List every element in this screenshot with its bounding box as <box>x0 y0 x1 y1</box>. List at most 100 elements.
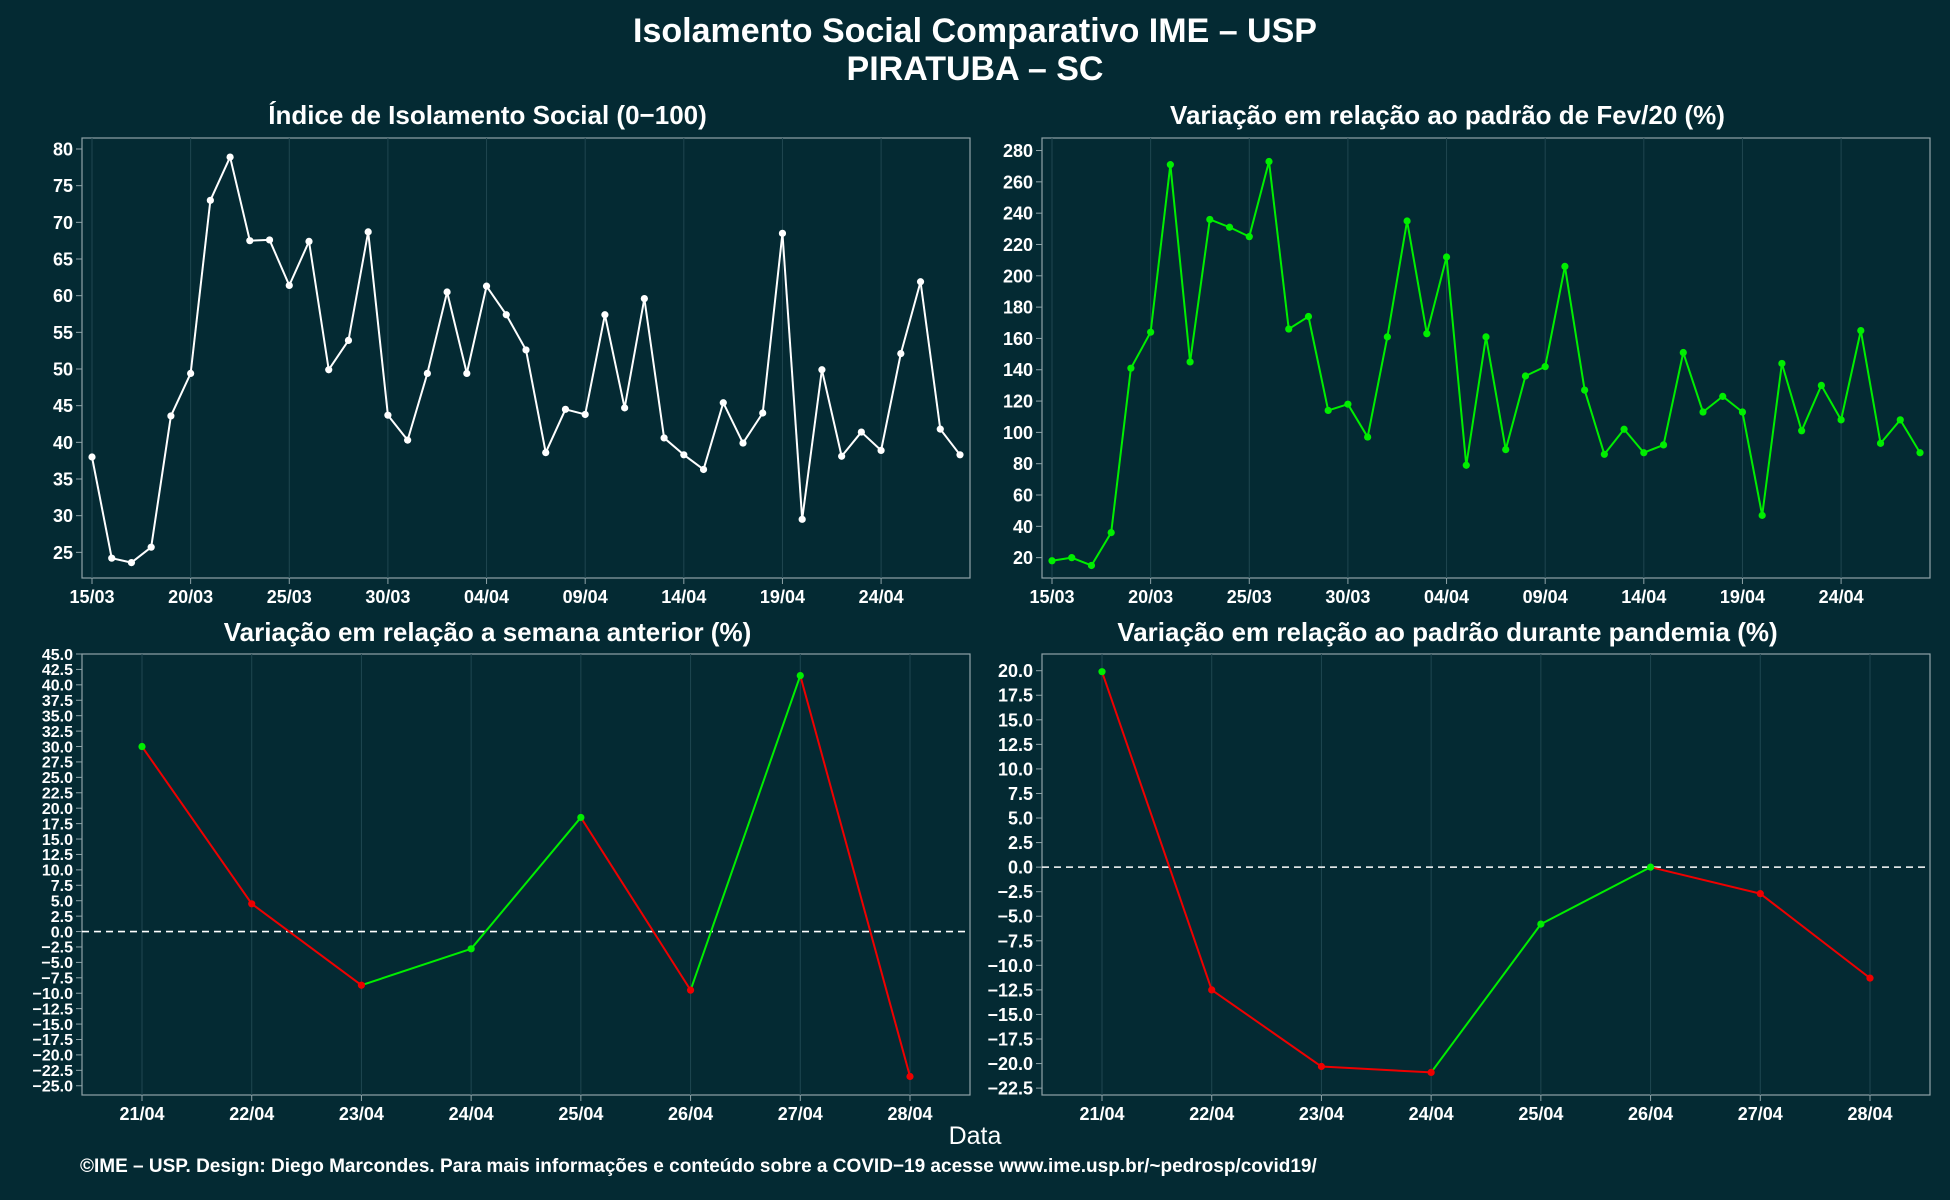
y-tick-label: 27.5 <box>42 755 73 772</box>
x-tick-label: 24/04 <box>1819 587 1864 607</box>
series-segment <box>1702 395 1724 413</box>
y-tick-label: 45.0 <box>42 647 73 664</box>
y-tick-label: 10.0 <box>998 759 1033 779</box>
data-point <box>1442 253 1451 261</box>
data-point <box>1206 215 1214 224</box>
y-tick-label: 240 <box>1003 204 1033 224</box>
data-point <box>357 981 366 989</box>
data-point <box>1581 386 1589 394</box>
series-segment <box>485 285 508 316</box>
x-axis-label: Data <box>948 1122 1002 1150</box>
data-point <box>206 196 214 204</box>
data-point <box>1502 446 1510 454</box>
series-segment <box>1430 923 1542 1074</box>
panel-variation-feb: Variação em relação ao padrão de Fev/20 … <box>960 100 1935 620</box>
series-segment <box>584 314 606 415</box>
x-tick-label: 22/04 <box>1189 1104 1234 1124</box>
x-tick-label: 20/03 <box>1128 587 1173 607</box>
y-tick-label: 260 <box>1003 172 1033 192</box>
series-segment <box>387 414 409 441</box>
series-segment <box>880 353 902 451</box>
series-segment <box>1780 363 1803 432</box>
series-segment <box>1800 385 1823 432</box>
series-segment <box>1540 866 1652 925</box>
data-point <box>1423 330 1431 338</box>
series-segment <box>141 745 253 905</box>
series-segment <box>465 285 488 374</box>
series-segment <box>288 240 310 286</box>
y-tick-label: 40 <box>53 433 73 453</box>
data-point <box>1620 425 1628 433</box>
y-tick-label: 60 <box>1013 485 1033 505</box>
data-point <box>265 236 274 244</box>
data-point <box>1699 408 1707 416</box>
data-point <box>1048 557 1056 565</box>
x-tick-label: 23/04 <box>339 1104 384 1124</box>
data-point <box>699 465 708 474</box>
data-point <box>1659 441 1668 449</box>
series-segment <box>689 675 802 991</box>
series-segment <box>1879 419 1902 444</box>
y-tick-label: 30 <box>53 506 73 526</box>
y-tick-label: 40 <box>1013 517 1033 537</box>
data-point <box>916 278 925 286</box>
series-segment <box>1189 219 1211 363</box>
data-point <box>956 451 964 459</box>
data-point <box>1537 920 1545 928</box>
data-point <box>1541 363 1549 371</box>
x-tick-label: 25/04 <box>1518 1104 1563 1124</box>
data-point <box>1778 359 1786 368</box>
series-segment <box>1321 1065 1432 1074</box>
x-tick-label: 25/03 <box>267 587 312 607</box>
series-segment <box>1603 428 1625 455</box>
x-tick-label: 26/04 <box>1628 1104 1673 1124</box>
series-segment <box>251 902 363 987</box>
y-tick-label: 140 <box>1003 360 1033 380</box>
data-point <box>1679 348 1687 357</box>
series-segment <box>742 412 764 444</box>
y-tick-label: −20.0 <box>987 1054 1033 1074</box>
footer-credit: ©IME – USP. Design: Diego Marcondes. Par… <box>80 1156 1317 1177</box>
series-segment <box>722 402 744 444</box>
x-tick-label: 30/03 <box>1325 587 1370 607</box>
series-segment <box>1307 316 1330 411</box>
x-tick-label: 04/04 <box>1424 587 1469 607</box>
y-tick-label: 5.0 <box>51 893 73 910</box>
data-point <box>1304 312 1313 321</box>
y-tick-label: 100 <box>1003 423 1033 443</box>
data-point <box>1186 358 1194 366</box>
series-segment <box>1485 336 1507 450</box>
panel-title: Índice de Isolamento Social (0−100) <box>268 100 707 130</box>
y-tick-label: −15.0 <box>987 1005 1033 1025</box>
series-segment <box>1563 266 1586 391</box>
data-point <box>877 446 885 454</box>
y-tick-label: 40.0 <box>42 678 73 695</box>
data-point <box>561 405 570 413</box>
y-tick-label: 37.5 <box>42 693 73 710</box>
x-tick-label: 27/04 <box>778 1104 823 1124</box>
data-point <box>138 742 146 751</box>
series-segment <box>899 281 922 354</box>
data-point <box>187 369 195 377</box>
plot-area <box>81 653 971 1096</box>
y-tick-label: 80 <box>53 139 73 159</box>
series-segment <box>229 156 251 241</box>
data-point <box>1561 262 1569 270</box>
y-tick-label: −12.5 <box>987 980 1033 1000</box>
y-tick-label: 75 <box>53 176 73 196</box>
data-point <box>778 229 787 237</box>
data-point <box>759 409 767 417</box>
x-tick-label: 04/04 <box>464 587 509 607</box>
data-point <box>344 336 353 344</box>
x-tick-label: 14/04 <box>1621 587 1666 607</box>
y-tick-label: 180 <box>1003 298 1033 318</box>
y-tick-label: 50 <box>53 359 73 379</box>
data-point <box>226 153 234 161</box>
x-tick-label: 25/04 <box>558 1104 603 1124</box>
series-segment <box>683 453 705 471</box>
data-point <box>857 428 865 436</box>
y-tick-label: 17.5 <box>42 816 73 833</box>
data-point <box>467 945 475 953</box>
series-segment <box>1722 395 1744 413</box>
y-tick-label: −17.5 <box>987 1029 1033 1049</box>
